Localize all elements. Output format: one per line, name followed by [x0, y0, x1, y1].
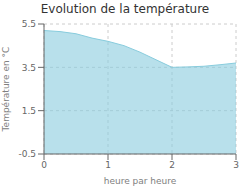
svg-text:2: 2: [169, 160, 175, 170]
svg-text:1: 1: [105, 160, 111, 170]
svg-text:5.5: 5.5: [22, 19, 36, 29]
svg-text:3.5: 3.5: [22, 63, 36, 73]
svg-text:Température en °C: Température en °C: [8, 47, 11, 133]
svg-text:-0.5: -0.5: [18, 149, 36, 159]
svg-text:0: 0: [41, 160, 47, 170]
svg-text:1.5: 1.5: [22, 106, 36, 116]
html-text:Evolution de la température: Evolution de la température: [40, 2, 210, 16]
svg-text:heure par heure: heure par heure: [104, 176, 177, 186]
svg-text:3: 3: [233, 160, 239, 170]
